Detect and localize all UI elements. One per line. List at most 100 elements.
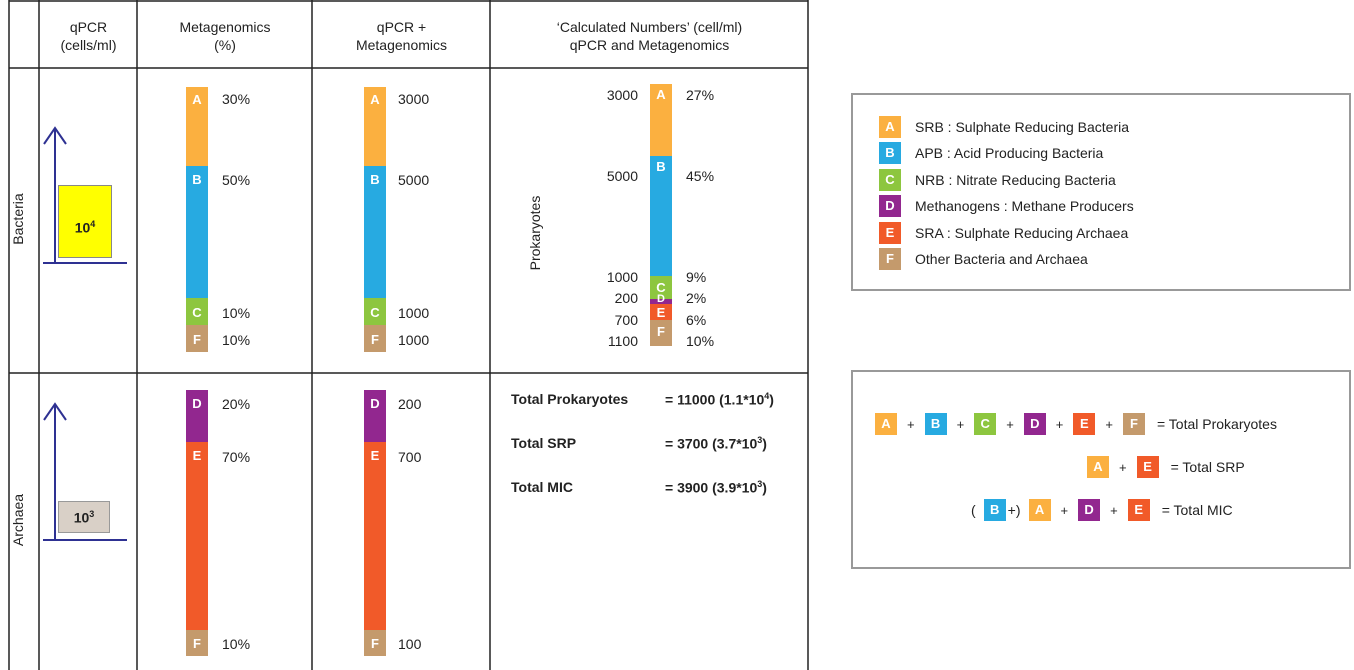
bacteria-meta-C: 10%: [222, 305, 251, 321]
legend-text-D: Methanogens : Methane Producers: [915, 198, 1134, 214]
eq-close-paren: +): [1007, 502, 1021, 518]
legend-item-E: E SRA : Sulphate Reducing Archaea: [879, 222, 1128, 244]
equation-total-mic: ( B +) A + D + E = Total MIC: [971, 499, 1233, 521]
archaea-count-E: 700: [398, 449, 422, 465]
total-prokaryotes-exp: 4: [764, 391, 770, 401]
legend-item-B: B APB : Acid Producing Bacteria: [879, 142, 1103, 164]
legend-chip-E: E: [879, 222, 901, 244]
table-grid: [8, 0, 809, 670]
bar-segment-F: F: [364, 630, 386, 656]
equation-total-srp: A + E = Total SRP: [1087, 456, 1245, 478]
bacteria-qpcr-box: 104: [58, 185, 112, 258]
eq-chip-A: A: [1028, 499, 1051, 521]
bacteria-qpcr-exp: 4: [90, 219, 96, 229]
bar-segment-C: C: [186, 298, 208, 325]
bar-segment-B: B: [364, 166, 386, 298]
eq-plus: +: [956, 416, 965, 432]
bar-segment-A: A: [650, 84, 672, 156]
equations-box: A + B + C + D + E + F = Total Prokaryote…: [851, 370, 1351, 569]
legend-item-A: A SRB : Sulphate Reducing Bacteria: [879, 116, 1129, 138]
legend-item-F: F Other Bacteria and Archaea: [879, 248, 1088, 270]
row-label-archaea: Archaea: [10, 493, 26, 547]
total-mic-eq: = 3900 (3.9*10: [665, 479, 758, 496]
bar-segment-B: B: [186, 166, 208, 298]
legend-text-B: APB : Acid Producing Bacteria: [915, 145, 1104, 161]
bacteria-meta-A: 30%: [222, 91, 251, 107]
archaea-count-D: 200: [398, 396, 422, 412]
total-prokaryotes-eq: = 11000 (1.1*10: [665, 391, 765, 408]
eq-chip-A: A: [875, 413, 897, 435]
bar-segment-E: E: [650, 304, 672, 320]
header-qpcr-metagenomics: qPCR + Metagenomics: [313, 18, 490, 54]
archaea-counts-bar: D E F: [364, 390, 386, 656]
header-qpcr-text: qPCR (cells/ml): [60, 19, 117, 53]
legend-item-C: C NRB : Nitrate Reducing Bacteria: [879, 169, 1116, 191]
legend-chip-B: B: [879, 142, 901, 164]
eq-chip-D: D: [1023, 413, 1046, 435]
header-qpcr: qPCR (cells/ml): [40, 18, 137, 54]
total-prokaryotes-close: ): [769, 391, 774, 408]
eq-plus: +: [1055, 416, 1064, 432]
bar-segment-E: E: [186, 442, 208, 630]
eq-result-srp: = Total SRP: [1170, 459, 1245, 475]
bacteria-count-F: 1000: [398, 332, 430, 348]
bar-segment-C: C: [364, 298, 386, 325]
total-mic-value: = 3900 (3.9*103): [665, 479, 767, 496]
eq-chip-C: C: [974, 413, 997, 435]
bar-segment-E: E: [364, 442, 386, 630]
calc-right-A: 27%: [686, 87, 715, 103]
total-srp-value: = 3700 (3.7*103): [665, 435, 767, 452]
eq-chip-F: F: [1122, 413, 1145, 435]
legend-chip-F: F: [879, 248, 901, 270]
legend-text-C: NRB : Nitrate Reducing Bacteria: [915, 172, 1116, 188]
calc-right-F: 10%: [686, 333, 715, 349]
eq-chip-E: E: [1136, 456, 1159, 478]
eq-chip-D: D: [1078, 499, 1101, 521]
calc-left-A: 3000: [606, 87, 638, 103]
eq-plus: +: [1110, 502, 1118, 518]
archaea-count-F: 100: [398, 636, 422, 652]
bar-segment-F: F: [186, 325, 208, 352]
calc-right-B: 45%: [686, 168, 715, 184]
bacteria-count-C: 1000: [398, 305, 430, 321]
legend-chip-C: C: [879, 169, 901, 191]
bar-segment-D: D: [650, 293, 672, 305]
bacteria-counts-bar: A B C F: [364, 87, 386, 352]
eq-plus: +: [1105, 416, 1113, 432]
total-srp-close: ): [762, 435, 767, 452]
legend-item-D: D Methanogens : Methane Producers: [879, 195, 1134, 217]
archaea-qpcr-value: 103: [59, 509, 109, 526]
eq-result-prokaryotes: = Total Prokaryotes: [1156, 416, 1277, 432]
equation-total-prokaryotes: A + B + C + D + E + F = Total Prokaryote…: [875, 413, 1277, 435]
archaea-axis-arrow: [43, 402, 127, 541]
total-mic-close: ): [762, 479, 767, 496]
header-calculated-text: ‘Calculated Numbers’ (cell/ml) qPCR and …: [556, 19, 743, 53]
total-mic-label: Total MIC: [511, 479, 573, 495]
eq-result-mic: = Total MIC: [1161, 502, 1233, 518]
archaea-qpcr-exp: 3: [89, 509, 95, 519]
calc-left-D: 200: [614, 290, 638, 306]
archaea-qpcr-box: 103: [58, 501, 110, 533]
calc-right-E: 6%: [686, 312, 707, 328]
bacteria-metagenomics-bar: A B C F: [186, 87, 208, 352]
bacteria-count-B: 5000: [398, 172, 430, 188]
bar-segment-C: C: [650, 276, 672, 299]
prokaryotes-axis-label: Prokaryotes: [527, 195, 543, 271]
bacteria-axis-arrow: [43, 126, 127, 264]
eq-plus: +: [907, 416, 915, 432]
archaea-meta-E: 70%: [222, 449, 251, 465]
header-metagenomics: Metagenomics (%): [138, 18, 312, 54]
calc-right-C: 9%: [686, 269, 707, 285]
eq-plus: +: [1006, 416, 1014, 432]
calc-left-F: 1100: [607, 333, 638, 349]
bacteria-qpcr-base: 10: [74, 219, 91, 236]
bacteria-meta-B: 50%: [222, 172, 251, 188]
total-prokaryotes-label: Total Prokaryotes: [511, 391, 629, 407]
eq-chip-A: A: [1087, 456, 1109, 478]
archaea-qpcr-base: 10: [73, 509, 90, 526]
legend-text-A: SRB : Sulphate Reducing Bacteria: [915, 119, 1130, 135]
bar-segment-B: B: [650, 156, 672, 276]
bar-segment-F: F: [364, 325, 386, 352]
calc-left-C: 1000: [606, 269, 638, 285]
calc-left-B: 5000: [606, 168, 638, 184]
